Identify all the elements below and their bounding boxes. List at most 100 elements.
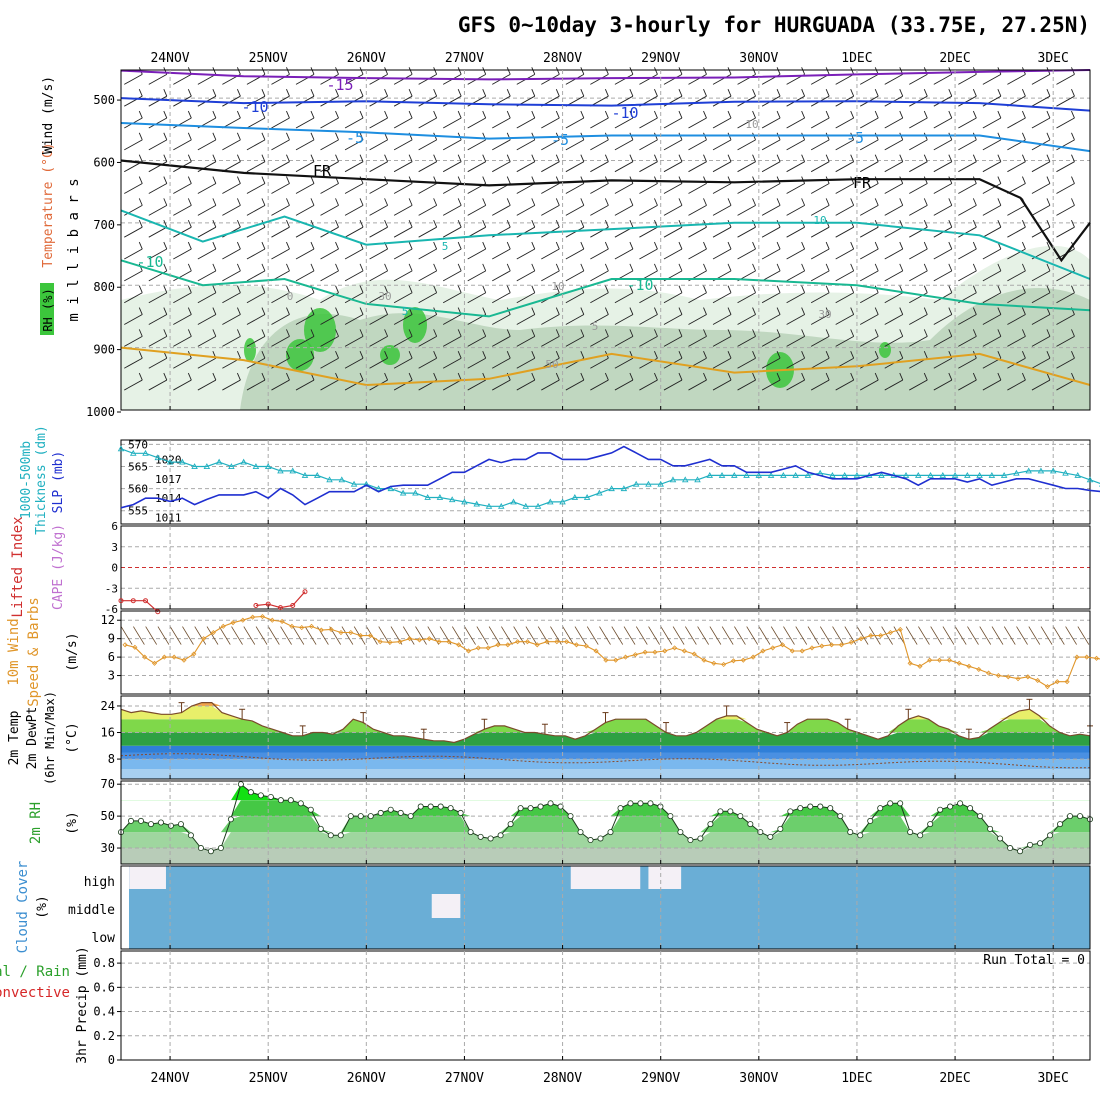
barb-flag	[384, 154, 388, 162]
rh-point	[737, 813, 744, 820]
barb-flag	[899, 372, 904, 381]
barb-shaft	[492, 314, 511, 325]
surface-wind-barb	[1065, 626, 1077, 645]
rh-point	[727, 808, 734, 815]
barb-shaft	[712, 226, 732, 238]
upper-wind-barb	[173, 110, 192, 129]
barb-flag	[1021, 241, 1026, 250]
barb-shaft	[835, 139, 854, 151]
upper-wind-barb	[418, 285, 438, 304]
upper-wind-barb	[639, 198, 658, 216]
upper-wind-barb	[541, 372, 560, 391]
barb-shaft	[541, 161, 560, 173]
barb-shaft	[246, 379, 266, 391]
thickness-point	[448, 496, 456, 503]
barb-flag	[972, 154, 977, 162]
rh-point	[1017, 848, 1024, 855]
rh-point	[187, 832, 194, 839]
rh-point	[557, 803, 564, 810]
barb-flag	[163, 241, 168, 250]
barb-flag	[163, 372, 168, 381]
thickness-point	[792, 471, 799, 478]
upper-wind-barb	[884, 220, 904, 238]
barb-flag	[776, 89, 781, 97]
barb-shaft	[663, 314, 683, 325]
barb-flag	[531, 132, 536, 141]
precip-tick-label: 0.8	[93, 956, 115, 970]
barb-shaft	[124, 183, 143, 194]
barb-shaft	[663, 117, 683, 129]
barb-flag	[384, 351, 388, 359]
barb-shaft	[737, 73, 756, 85]
upper-wind-barb	[369, 198, 388, 216]
upper-wind-barb	[197, 329, 217, 347]
barb-flag	[703, 89, 707, 97]
barb-shaft	[810, 161, 830, 173]
barb-shaft	[418, 314, 437, 325]
barb-flag	[923, 241, 928, 250]
upper-wind-barb	[933, 198, 953, 216]
cloud-unit-label: (%)	[35, 895, 50, 918]
barb-flag	[286, 132, 290, 141]
barb-flag	[163, 176, 168, 184]
barb-flag	[286, 351, 290, 359]
pressure-tick-label: 800	[93, 280, 115, 294]
top-day-label: 2DEC	[939, 51, 970, 66]
barb-shaft	[1031, 292, 1051, 304]
barb-shaft	[369, 270, 388, 282]
surface-wind-barb	[157, 626, 170, 645]
thickness-point	[939, 471, 947, 478]
barb-flag	[138, 329, 143, 337]
thickness-point	[179, 458, 186, 465]
barb-flag	[359, 372, 364, 381]
rh-tick-label: 30	[101, 841, 115, 855]
upper-wind-barb	[344, 67, 364, 85]
upper-wind-barb	[712, 351, 732, 369]
barb-flag	[1046, 154, 1051, 162]
barb-flag	[408, 351, 413, 359]
upper-wind-barb	[516, 285, 536, 304]
barb-shaft	[737, 139, 756, 151]
barb-flag	[433, 198, 438, 206]
barb-flag	[997, 198, 1002, 206]
rh-point	[547, 800, 554, 807]
barb-flag	[801, 329, 806, 337]
barb-flag	[678, 198, 683, 206]
barb-flag	[236, 176, 241, 184]
upper-wind-barb	[1031, 351, 1051, 369]
barb-flag	[359, 154, 364, 162]
surface-wind-barb	[746, 626, 759, 645]
barb-flag	[408, 263, 413, 272]
barb-flag	[997, 307, 1002, 315]
barb-flag	[727, 110, 732, 119]
barb-shaft	[148, 314, 168, 325]
barb-flag	[923, 110, 928, 119]
upper-wind-barb	[614, 329, 634, 347]
barb-shaft	[761, 204, 781, 216]
upper-wind-barb	[124, 329, 143, 347]
barb-flag	[506, 351, 511, 359]
barb-flag	[261, 329, 266, 337]
barb-flag	[874, 307, 879, 315]
barb-flag	[703, 67, 707, 75]
upper-wind-barb	[909, 285, 928, 304]
wind-speed-point	[868, 633, 874, 639]
barb-shaft	[1031, 314, 1051, 325]
barb-shaft	[712, 292, 732, 304]
barb-flag	[654, 372, 658, 381]
li-line	[255, 591, 306, 609]
upper-wind-barb	[271, 329, 290, 347]
rh-tick-label: 70	[101, 777, 115, 791]
barb-flag	[825, 154, 830, 162]
barb-shaft	[884, 204, 903, 216]
barb-flag	[801, 285, 806, 293]
barb-flag	[555, 372, 560, 381]
barb-shaft	[663, 226, 683, 238]
upper-wind-barb	[835, 110, 855, 129]
barb-shaft	[958, 139, 977, 151]
upper-wind-barb	[271, 110, 290, 129]
upper-wind-barb	[761, 307, 781, 325]
upper-wind-barb	[295, 176, 315, 194]
